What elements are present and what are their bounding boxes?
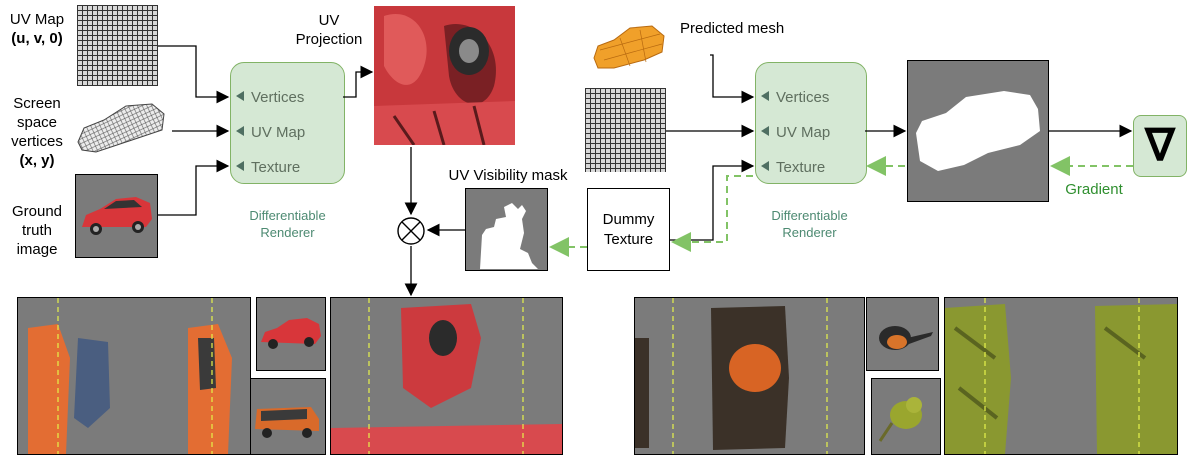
port-triangle-icon bbox=[761, 126, 769, 136]
port-vertices-left: Vertices bbox=[236, 89, 304, 106]
port-triangle-icon bbox=[236, 161, 244, 171]
screen-space-vertices-label: Screen space vertices (x, y) bbox=[11, 95, 63, 169]
car-photo-icon bbox=[261, 318, 321, 349]
red-car-texture-strip bbox=[330, 297, 563, 455]
red-car-thumbnail bbox=[256, 297, 326, 371]
orange-car-mesh-icon bbox=[593, 25, 665, 69]
uv-visibility-mask-image bbox=[465, 188, 548, 271]
warbler-texture-strip bbox=[944, 297, 1178, 455]
port-texture-right: Texture bbox=[761, 159, 825, 176]
car-mesh-icon bbox=[77, 103, 165, 153]
port-triangle-icon bbox=[236, 91, 244, 101]
bird-photo-icon bbox=[878, 397, 922, 442]
port-texture-left: Texture bbox=[236, 159, 300, 176]
dummy-texture-box: Dummy Texture bbox=[587, 188, 670, 271]
gradient-label: Gradient bbox=[1065, 181, 1123, 198]
port-vertices-right: Vertices bbox=[761, 89, 829, 106]
ground-truth-image-label: Ground truth image bbox=[11, 203, 63, 258]
towhee-bird-thumbnail bbox=[866, 297, 939, 371]
uv-map-grid bbox=[77, 5, 158, 86]
car-silhouette-icon bbox=[916, 91, 1040, 171]
ground-truth-image bbox=[75, 174, 158, 258]
car-texture-strip bbox=[17, 297, 251, 455]
silhouette-output-image bbox=[907, 60, 1049, 202]
uv-projection-image bbox=[374, 6, 515, 145]
port-triangle-icon bbox=[236, 126, 244, 136]
car-photo-icon bbox=[255, 407, 319, 438]
warbler-bird-thumbnail bbox=[871, 378, 941, 455]
renderer-right-caption: Differentiable Renderer bbox=[771, 208, 848, 240]
port-uv-map-left: UV Map bbox=[236, 124, 305, 141]
bird-texture-strip bbox=[634, 297, 865, 455]
bird-photo-icon bbox=[879, 326, 933, 350]
gradient-operator-box: ∇ bbox=[1133, 115, 1187, 177]
renderer-left-caption: Differentiable Renderer bbox=[249, 208, 326, 240]
visibility-mask-icon bbox=[480, 203, 538, 269]
uv-map-grid-right bbox=[585, 88, 666, 172]
uv-projection-label: UV Projection bbox=[295, 12, 363, 48]
differentiable-renderer-right: Vertices UV Map Texture bbox=[755, 62, 867, 184]
car-photo-icon bbox=[82, 197, 152, 235]
multiply-node-icon bbox=[397, 217, 425, 245]
port-triangle-icon bbox=[761, 161, 769, 171]
uv-map-label: UV Map (u, v, 0) bbox=[9, 11, 65, 47]
orange-car-thumbnail bbox=[250, 378, 326, 455]
nabla-icon: ∇ bbox=[1145, 121, 1175, 170]
predicted-mesh-label: Predicted mesh bbox=[680, 20, 785, 37]
port-triangle-icon bbox=[761, 91, 769, 101]
port-uv-map-right: UV Map bbox=[761, 124, 830, 141]
uv-visibility-mask-label: UV Visibility mask bbox=[448, 167, 568, 184]
differentiable-renderer-left: Vertices UV Map Texture bbox=[230, 62, 345, 184]
